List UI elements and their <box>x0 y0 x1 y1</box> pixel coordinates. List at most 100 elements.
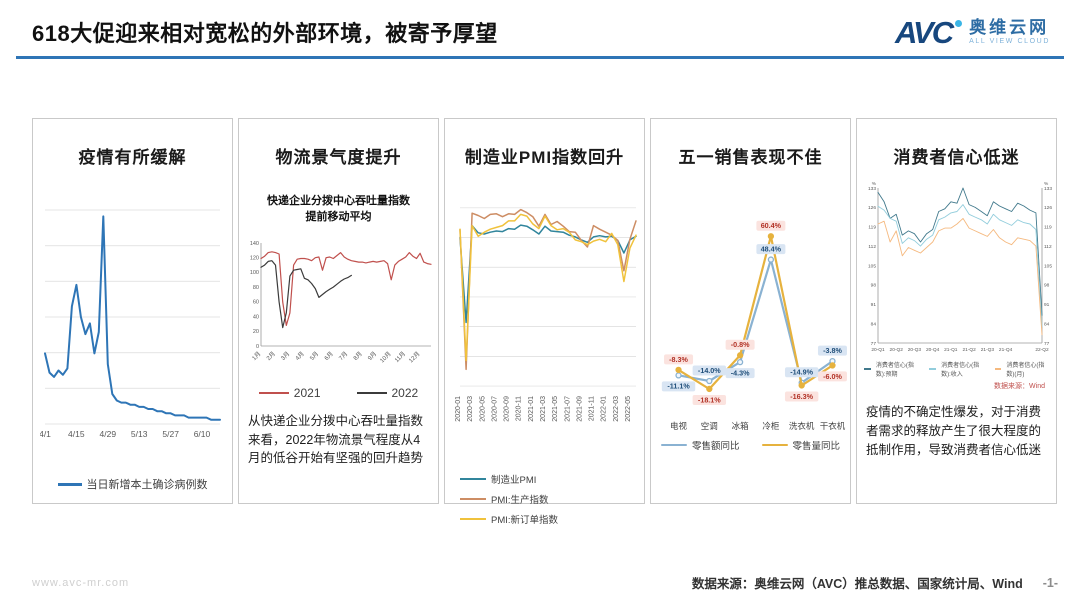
panel-mayday-title: 五一销售表现不佳 <box>678 148 823 167</box>
svg-text:5/13: 5/13 <box>131 429 148 439</box>
svg-text:空调: 空调 <box>701 421 718 431</box>
svg-text:-0.8%: -0.8% <box>731 340 750 349</box>
avc-logo-dot-icon <box>955 19 963 27</box>
svg-text:2020-05: 2020-05 <box>479 396 486 422</box>
legend-label: 消费者信心(指数)(月) <box>1006 363 1045 378</box>
svg-text:5/27: 5/27 <box>162 429 179 439</box>
svg-text:105: 105 <box>1044 263 1052 269</box>
wind-source-note: 数据来源：Wind <box>994 383 1045 390</box>
svg-text:电视: 电视 <box>670 421 688 431</box>
svg-text:2021-11: 2021-11 <box>589 396 596 421</box>
svg-text:2020-03: 2020-03 <box>467 396 474 422</box>
legend-label: 当日新增本土确诊病例数 <box>86 479 208 491</box>
panel-pmi-title: 制造业PMI指数回升 <box>464 148 625 167</box>
svg-text:%: % <box>1044 181 1049 187</box>
svg-text:100: 100 <box>250 270 259 276</box>
svg-text:91: 91 <box>871 302 877 308</box>
svg-text:126: 126 <box>868 205 876 211</box>
legend-item: 消费者信心(指数):收入 <box>929 360 986 378</box>
logistics-chart-legend: 2021 2022 <box>246 386 431 400</box>
confidence-chart-legend: 消费者信心(指数):预期 消费者信心(指数):收入 消费者信心(指数)(月) <box>864 360 1049 378</box>
panel-mayday-sales: 五一销售表现不佳 电视 空调 冰箱 冷柜 洗衣机 干衣机 -11.1% -14.0% -4.3%… <box>650 118 851 504</box>
confidence-note: 疫情的不确定性爆发，对于消费者需求的释放产生了很大程度的抵制作用，导致消费者信心… <box>866 405 1042 457</box>
panel-logistics-title: 物流景气度提升 <box>275 148 402 167</box>
legend-line-swatch <box>864 368 871 370</box>
svg-text:冷柜: 冷柜 <box>762 421 780 431</box>
svg-text:2020-07: 2020-07 <box>491 396 498 422</box>
svg-text:21-Q3: 21-Q3 <box>981 347 995 353</box>
legend-line-swatch <box>761 443 788 447</box>
legend-label: 2022 <box>391 385 419 400</box>
panel-confidence-title: 消费者信心低迷 <box>893 148 1020 167</box>
legend-line-swatch <box>258 391 289 394</box>
legend-label: PMI:新订单指数 <box>491 515 559 526</box>
svg-text:-8.3%: -8.3% <box>669 355 688 364</box>
svg-text:1月: 1月 <box>251 350 263 362</box>
svg-text:-11.1%: -11.1% <box>667 382 690 391</box>
svg-text:20-Q3: 20-Q3 <box>908 347 922 353</box>
svg-text:84: 84 <box>1044 321 1050 327</box>
svg-text:2022-01: 2022-01 <box>601 396 608 422</box>
svg-text:84: 84 <box>871 321 877 327</box>
svg-text:120: 120 <box>250 255 259 261</box>
header-divider <box>16 56 1064 59</box>
svg-text:6/10: 6/10 <box>194 429 211 439</box>
svg-text:4/1: 4/1 <box>40 429 51 439</box>
panel-epidemic: 疫情有所缓解 4/1 4/15 4/29 5/13 5/27 6/10 当日新增本土确诊病… <box>32 118 233 504</box>
svg-text:冰箱: 冰箱 <box>732 421 750 431</box>
svg-text:-16.3%: -16.3% <box>790 392 813 401</box>
svg-text:80: 80 <box>253 285 259 291</box>
legend-item: 2021 <box>258 386 321 400</box>
avc-logo: AVC 奥维云网 ALL VIEW CLOUD <box>895 17 1050 48</box>
legend-line-swatch <box>460 517 486 521</box>
legend-line-swatch <box>460 497 486 501</box>
header: 618大促迎来相对宽松的外部环境，被寄予厚望 AVC 奥维云网 ALL VIEW… <box>0 0 1080 52</box>
svg-text:126: 126 <box>1044 205 1052 211</box>
legend-item: PMI:生产指数 <box>460 492 549 506</box>
logistics-note: 从快递企业分拨中心吞吐量指数来看，2022年物流景气程度从4月的低谷开始有坚强的… <box>248 413 424 466</box>
legend-item: PMI:新订单指数 <box>460 512 558 526</box>
panel-consumer-confidence: 消费者信心低迷 77 77 84 84 91 91 98 98 105 105 112 112 119 1… <box>856 118 1057 504</box>
svg-text:98: 98 <box>871 283 877 289</box>
svg-text:-3.8%: -3.8% <box>823 346 842 355</box>
panel-epidemic-title: 疫情有所缓解 <box>78 148 187 167</box>
svg-text:2021-09: 2021-09 <box>576 396 583 422</box>
svg-text:4月: 4月 <box>294 350 306 362</box>
svg-text:112: 112 <box>868 244 876 250</box>
svg-text:133: 133 <box>1044 186 1052 192</box>
legend-label: 消费者信心(指数):收入 <box>941 363 980 378</box>
svg-text:4/15: 4/15 <box>68 429 85 439</box>
svg-text:140: 140 <box>250 241 259 247</box>
svg-text:-6.0%: -6.0% <box>823 372 842 381</box>
legend-line-swatch <box>356 391 387 394</box>
legend-line-swatch <box>929 368 937 370</box>
svg-text:2022-05: 2022-05 <box>625 396 632 422</box>
legend-line-swatch <box>460 477 486 481</box>
svg-text:5月: 5月 <box>309 350 321 362</box>
svg-text:119: 119 <box>1044 225 1052 231</box>
svg-text:6月: 6月 <box>323 350 335 362</box>
legend-label: 制造业PMI <box>491 475 537 486</box>
legend-item: 当日新增本土确诊病例数 <box>57 476 208 492</box>
svg-text:77: 77 <box>871 341 877 347</box>
svg-text:22-Q2: 22-Q2 <box>1035 347 1049 353</box>
svg-text:20-Q1: 20-Q1 <box>871 347 885 353</box>
mayday-chart-legend: 零售额同比 零售量同比 <box>658 438 843 452</box>
covid-chart-legend: 当日新增本土确诊病例数 <box>40 476 225 492</box>
mayday-sales-chart: 电视 空调 冰箱 冷柜 洗衣机 干衣机 -11.1% -14.0% -4.3% 48.4% -14.… <box>661 220 847 431</box>
footer: www.avc-mr.com 数据来源：奥维云网（AVC）推总数据、国家统计局、… <box>32 573 1058 592</box>
svg-text:9月: 9月 <box>367 350 379 362</box>
svg-text:洗衣机: 洗衣机 <box>789 421 815 431</box>
svg-text:77: 77 <box>1044 341 1050 347</box>
legend-label: PMI:生产指数 <box>491 495 549 506</box>
svg-text:20: 20 <box>253 329 259 335</box>
legend-label: 零售量同比 <box>792 441 841 452</box>
svg-text:60: 60 <box>253 300 259 306</box>
legend-label: 零售额同比 <box>691 441 740 452</box>
legend-line-swatch <box>57 482 82 486</box>
page-title: 618大促迎来相对宽松的外部环境，被寄予厚望 <box>32 21 498 46</box>
svg-text:20-Q4: 20-Q4 <box>926 347 940 353</box>
svg-text:21-Q1: 21-Q1 <box>944 347 958 353</box>
